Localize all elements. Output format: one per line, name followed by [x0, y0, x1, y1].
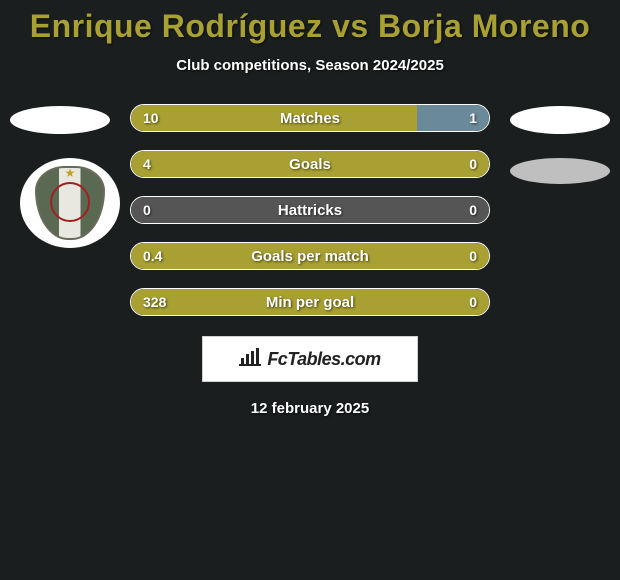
brand-name: FcTables.com — [267, 349, 380, 370]
stat-right-value: 0 — [469, 248, 477, 264]
stat-left-value: 0.4 — [143, 248, 162, 264]
stat-bar-right — [417, 105, 489, 131]
stat-right-value: 0 — [469, 156, 477, 172]
club-right-slot — [510, 158, 610, 184]
snapshot-date: 12 february 2025 — [0, 400, 620, 417]
club-crest-icon — [35, 166, 105, 240]
stat-bars: 10 1 Matches 4 0 Goals 0 0 Hattricks 0.4 0 Goals pe… — [130, 104, 490, 316]
stat-row: 4 0 Goals — [130, 150, 490, 178]
page-title: Enrique Rodríguez vs Borja Moreno — [0, 8, 620, 45]
stat-label: Goals — [289, 156, 331, 173]
stat-left-value: 10 — [143, 110, 159, 126]
player-right-slot — [510, 106, 610, 134]
stat-label: Matches — [280, 110, 340, 127]
stat-row: 0.4 0 Goals per match — [130, 242, 490, 270]
stat-row: 0 0 Hattricks — [130, 196, 490, 224]
stat-row: 10 1 Matches — [130, 104, 490, 132]
stat-right-value: 1 — [469, 110, 477, 126]
page-subtitle: Club competitions, Season 2024/2025 — [0, 57, 620, 74]
stat-right-value: 0 — [469, 294, 477, 310]
stat-row: 328 0 Min per goal — [130, 288, 490, 316]
stat-bar-left — [131, 105, 417, 131]
player-left-slot — [10, 106, 110, 134]
stat-label: Hattricks — [278, 202, 342, 219]
chart-icon — [239, 348, 261, 371]
stat-left-value: 4 — [143, 156, 151, 172]
brand-logo[interactable]: FcTables.com — [202, 336, 418, 382]
comparison-content: 10 1 Matches 4 0 Goals 0 0 Hattricks 0.4 0 Goals pe… — [0, 104, 620, 417]
stat-label: Min per goal — [266, 294, 354, 311]
stat-left-value: 0 — [143, 202, 151, 218]
club-left-badge — [20, 158, 120, 248]
stat-label: Goals per match — [251, 248, 369, 265]
stat-right-value: 0 — [469, 202, 477, 218]
stat-left-value: 328 — [143, 294, 166, 310]
